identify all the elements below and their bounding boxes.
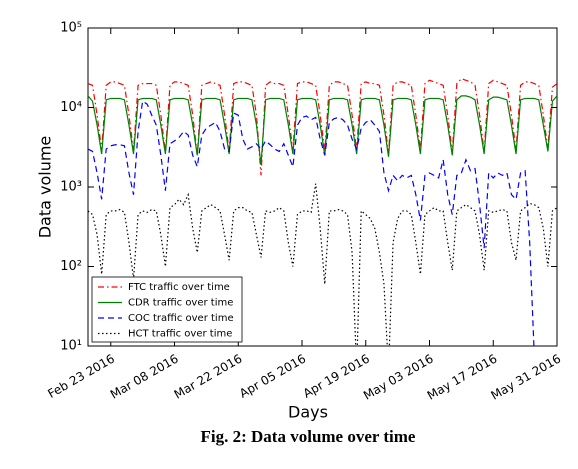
- series-line: [88, 78, 557, 176]
- x-tick-label: Feb 23 2016: [45, 352, 117, 401]
- legend-label: HCT traffic over time: [128, 329, 232, 340]
- legend-label: FTC traffic over time: [128, 282, 230, 293]
- legend-box: [91, 276, 243, 343]
- x-tick-label: May 03 2016: [361, 352, 436, 403]
- x-tick-label: Mar 22 2016: [172, 352, 245, 402]
- y-axis-label: Data volume: [36, 136, 55, 239]
- x-tick-label: Apr 05 2016: [237, 352, 308, 401]
- y-tick-label: 10²: [60, 259, 82, 274]
- series-line: [88, 95, 557, 165]
- x-axis-label: Days: [288, 403, 328, 422]
- y-tick-label: 10³: [60, 180, 82, 195]
- x-tick-label: Mar 08 2016: [108, 352, 181, 402]
- series-line: [88, 183, 557, 346]
- x-tick-label: Apr 19 2016: [301, 352, 372, 401]
- y-tick-label: 10⁴: [60, 100, 82, 115]
- legend-label: COC traffic over time: [128, 313, 234, 324]
- y-tick-label: 10⁵: [60, 21, 82, 36]
- x-tick-label: May 31 2016: [488, 352, 563, 403]
- y-tick-label: 10¹: [60, 339, 82, 354]
- chart-title: Fig. 2: Data volume over time: [201, 427, 416, 446]
- plot-area: [88, 78, 557, 346]
- x-tick-label: May 17 2016: [425, 352, 500, 403]
- legend-label: CDR traffic over time: [128, 298, 233, 309]
